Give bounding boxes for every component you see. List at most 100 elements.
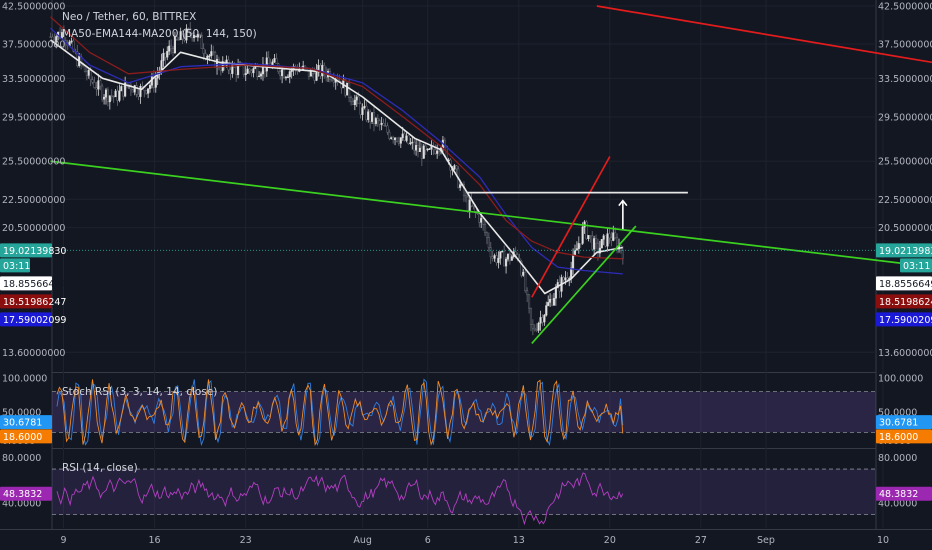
overlay-tag-left-1-bg: [0, 294, 52, 309]
stoch-tag-left-1-bg: [0, 429, 52, 444]
candle-body: [604, 235, 607, 247]
chart-title: Neo / Tether, 60, BITTREX: [62, 11, 196, 23]
rsi-legend: RSI (14, close): [62, 462, 138, 474]
candle-body: [587, 235, 590, 239]
candle-body: [436, 150, 439, 154]
candle-body: [405, 135, 408, 141]
candle-body: [428, 148, 431, 150]
steep-red-trendline[interactable]: [531, 156, 611, 298]
candle-body: [533, 327, 536, 331]
rsi-pane[interactable]: [56, 472, 624, 526]
candle-body: [464, 195, 467, 198]
candle-body: [386, 125, 389, 133]
candle-body: [122, 86, 125, 97]
candle-body: [485, 232, 488, 238]
rising-green-trendline[interactable]: [531, 225, 637, 345]
candle-body: [549, 299, 552, 303]
candle-body: [248, 68, 251, 72]
candle-body: [108, 95, 111, 103]
candle-body: [535, 329, 538, 331]
candle-body: [380, 122, 383, 125]
candle-body: [215, 58, 219, 68]
price-axis-right-5: 22.50000000: [878, 195, 932, 206]
candle-body: [154, 77, 157, 88]
candle-body: [468, 199, 471, 211]
candle-body: [453, 165, 456, 170]
price-axis-left-5: 22.50000000: [2, 195, 65, 206]
candle-body: [116, 90, 119, 101]
stoch-d-line: [56, 379, 624, 447]
ma-legend: MA50-EMA144-MA200 (50, 144, 150): [62, 28, 257, 40]
rsi-band: [52, 469, 876, 515]
candle-body: [206, 55, 209, 59]
candle-body: [390, 137, 393, 139]
candle-body: [374, 118, 377, 124]
upper-red-trendline[interactable]: [596, 5, 932, 65]
candle-body: [250, 70, 253, 74]
candle-body: [321, 65, 324, 77]
candle-body: [137, 93, 140, 97]
candle-body: [384, 125, 387, 127]
price-axis-left-0: 42.50000000: [2, 2, 65, 13]
stoch-axis-right-0: 100.0000: [878, 374, 923, 385]
candle-body: [187, 28, 190, 30]
long-green-trendline[interactable]: [50, 160, 932, 269]
candle-body: [416, 145, 420, 152]
candle-body: [382, 122, 385, 126]
candle-body: [562, 277, 565, 281]
candle-body: [164, 52, 167, 58]
candle-body: [145, 90, 148, 94]
candle-body: [591, 235, 594, 250]
candle-body: [104, 89, 108, 98]
candle-body: [110, 95, 113, 97]
candle-body: [372, 112, 376, 124]
candle-body: [286, 76, 289, 78]
price-axis-left-2: 33.50000000: [2, 74, 65, 85]
countdown-tag-right-bg: [900, 258, 932, 273]
candle-body: [489, 247, 492, 258]
up-arrow-head-icon: [618, 199, 628, 207]
candle-body: [185, 28, 188, 41]
candle-body: [166, 50, 169, 58]
candle-body: [72, 40, 75, 52]
overlay-tag-right-2-bg: [876, 312, 932, 327]
candle-body: [260, 73, 263, 77]
candle-body: [415, 145, 418, 151]
candle-body: [581, 226, 584, 244]
candle-body: [455, 165, 458, 170]
candle-body: [202, 48, 205, 54]
candle-body: [550, 299, 554, 306]
price-axis-right-7: 13.60000000: [878, 348, 932, 359]
x-axis-tick-1: 16: [149, 535, 161, 546]
candle-body: [600, 239, 603, 249]
x-axis-tick-9: 10: [877, 535, 889, 546]
candle-body: [529, 307, 533, 325]
overlay-tag-right-1-bg: [876, 294, 932, 309]
candle-body: [118, 90, 121, 101]
candle-body: [369, 111, 372, 122]
candle-body: [219, 67, 222, 71]
countdown-tag-left: 03:11: [3, 261, 30, 272]
candle-body: [162, 52, 165, 61]
x-axis-tick-7: 27: [695, 535, 707, 546]
candle-body: [344, 79, 347, 96]
overlay-tag-left-2: 17.59002099: [3, 315, 66, 326]
x-axis-tick-8: Sep: [757, 535, 775, 546]
candle-body: [577, 243, 580, 249]
candle-body: [282, 69, 286, 79]
candle-body: [367, 111, 370, 120]
candle-body: [399, 137, 402, 144]
candle-body: [420, 147, 423, 159]
stoch-tag-left-0: 30.6781: [3, 418, 42, 429]
candle-body: [418, 147, 421, 152]
candle-body: [359, 103, 362, 115]
candle-body: [506, 253, 510, 260]
candle-body: [70, 40, 73, 43]
candle-body: [438, 150, 441, 153]
price-pane[interactable]: [49, 5, 932, 345]
candle-body: [579, 243, 582, 245]
candle-body: [539, 317, 542, 324]
stoch-rsi-pane[interactable]: [56, 378, 624, 447]
candle-body: [148, 84, 152, 89]
